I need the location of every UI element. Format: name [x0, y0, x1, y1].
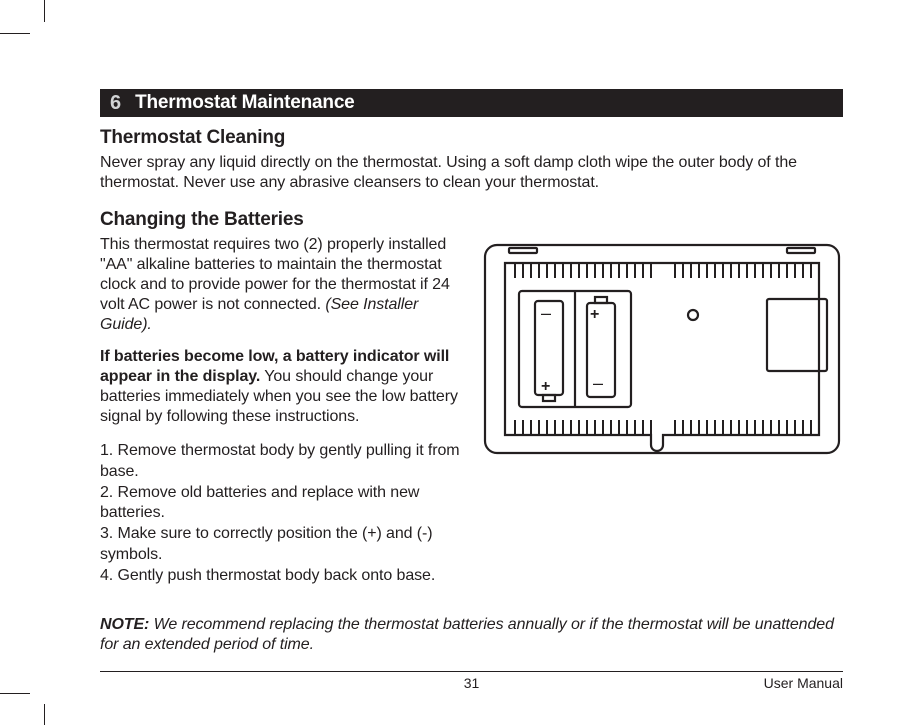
step-1: 1. Remove thermostat body by gently pull…: [100, 441, 463, 483]
note-body: We recommend replacing the thermostat ba…: [100, 616, 834, 653]
batteries-steps: 1. Remove thermostat body by gently pull…: [100, 441, 463, 587]
svg-text:+: +: [541, 378, 550, 395]
svg-text:–: –: [541, 303, 551, 323]
batteries-heading: Changing the Batteries: [100, 209, 843, 231]
doc-title: User Manual: [764, 675, 843, 691]
svg-text:–: –: [593, 373, 603, 393]
svg-text:+: +: [590, 306, 599, 323]
section-title: Thermostat Maintenance: [135, 92, 354, 114]
section-header: 6 Thermostat Maintenance: [100, 89, 843, 117]
step-3: 3. Make sure to correctly position the (…: [100, 524, 463, 566]
cleaning-body: Never spray any liquid directly on the t…: [100, 153, 843, 193]
cleaning-heading: Thermostat Cleaning: [100, 127, 843, 149]
batteries-p2: If batteries become low, a battery indic…: [100, 347, 463, 427]
note-label: NOTE:: [100, 616, 149, 633]
thermostat-base-diagram: – + + –: [481, 241, 843, 457]
section-number: 6: [110, 93, 121, 113]
page-footer: 31 User Manual: [100, 671, 843, 675]
page-number: 31: [464, 675, 480, 691]
manual-page: 6 Thermostat Maintenance Thermostat Clea…: [44, 33, 899, 693]
step-4: 4. Gently push thermostat body back onto…: [100, 566, 463, 587]
batteries-p1: This thermostat requires two (2) properl…: [100, 235, 463, 335]
step-2: 2. Remove old batteries and replace with…: [100, 483, 463, 525]
note: NOTE: We recommend replacing the thermos…: [100, 615, 843, 655]
